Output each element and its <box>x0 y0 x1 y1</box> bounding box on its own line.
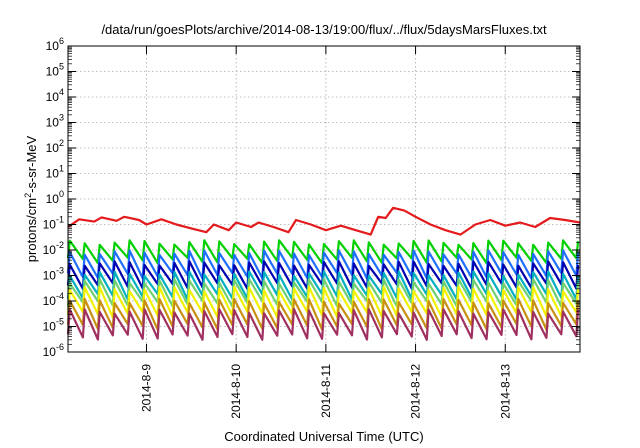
chart-title: /data/run/goesPlots/archive/2014-08-13/1… <box>101 22 547 37</box>
x-tick-label: 2014-8-12 <box>409 364 423 419</box>
y-tick-label: 10-5 <box>43 317 64 334</box>
x-axis: 2014-8-9 2014-8-10 2014-8-11 2014-8-12 2014-… <box>139 46 512 419</box>
series-line <box>66 308 580 341</box>
y-tick-label: 105 <box>46 62 64 79</box>
y-axis: 10-6 10-5 10-4 10-3 10-2 10-1 100 101 102 103 104 1… <box>43 36 580 359</box>
x-tick-label: 2014-8-13 <box>498 364 512 419</box>
y-tick-label: 101 <box>46 164 64 181</box>
series-line <box>67 206 581 236</box>
y-tick-label: 104 <box>46 87 64 104</box>
y-tick-label: 106 <box>46 36 64 53</box>
x-tick-label: 2014-8-9 <box>139 364 153 412</box>
y-tick-label: 10-6 <box>43 342 64 359</box>
x-tick-label: 2014-8-11 <box>319 364 333 418</box>
series-group <box>66 206 581 341</box>
y-tick-label: 10-1 <box>43 215 64 232</box>
x-axis-title: Coordinated Universal Time (UTC) <box>224 429 423 444</box>
y-tick-label: 10-2 <box>43 240 64 257</box>
y-tick-label: 102 <box>46 138 64 155</box>
y-axis-title: protons/cm2-s-sr-MeV <box>23 135 39 262</box>
y-tick-label: 100 <box>46 189 64 206</box>
x-tick-label: 2014-8-10 <box>229 364 243 419</box>
y-tick-label: 103 <box>46 113 64 130</box>
y-tick-label: 10-3 <box>43 266 64 283</box>
y-tick-label: 10-4 <box>43 291 64 308</box>
